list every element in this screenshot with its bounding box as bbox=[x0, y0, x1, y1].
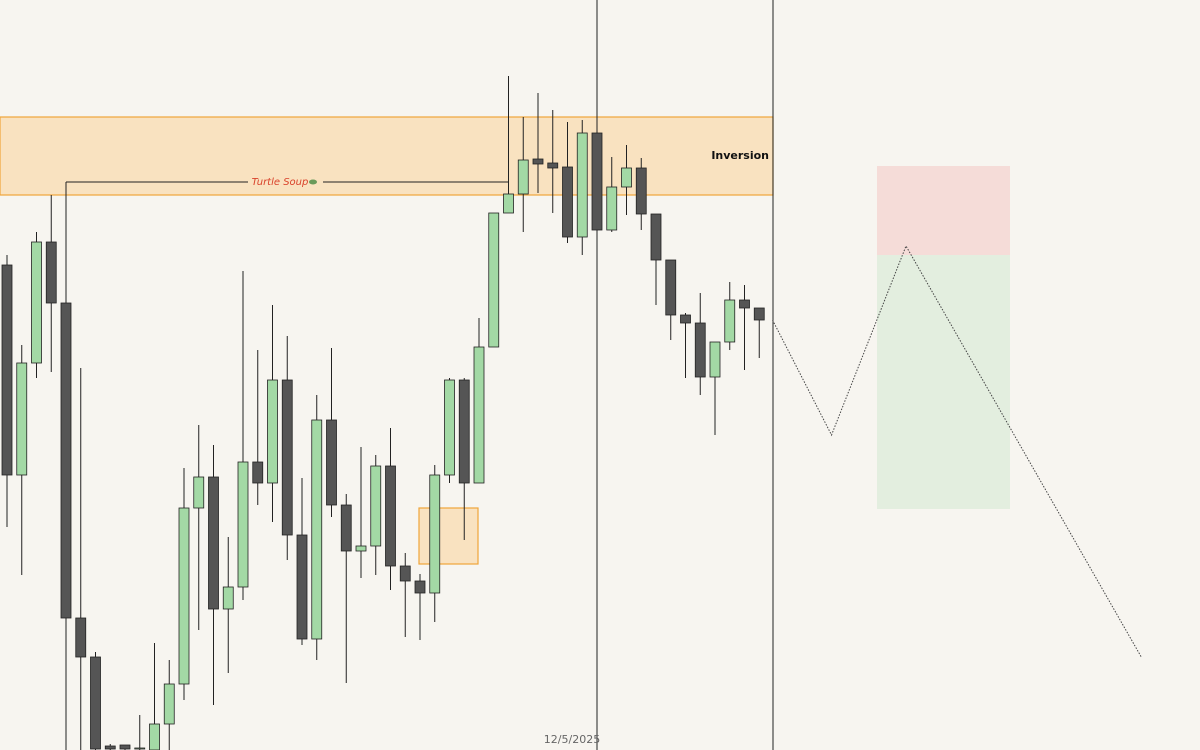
candle-body bbox=[1, 264, 13, 476]
candle-body bbox=[355, 545, 367, 552]
candle-body bbox=[104, 745, 116, 750]
candle-body bbox=[429, 474, 441, 594]
candle-body bbox=[385, 465, 396, 567]
candle-body bbox=[458, 379, 470, 484]
candle-body bbox=[517, 159, 529, 195]
candle-body bbox=[503, 193, 514, 214]
candle-body bbox=[45, 241, 57, 304]
date-label: 12/5/2025 bbox=[544, 733, 600, 746]
candle-body bbox=[399, 565, 411, 582]
candle-body bbox=[340, 504, 352, 552]
candle-body bbox=[149, 723, 160, 750]
candle-body bbox=[591, 132, 603, 231]
candle-body bbox=[414, 580, 426, 594]
candle-body bbox=[178, 507, 190, 685]
candle-body bbox=[724, 299, 736, 343]
candle-body bbox=[444, 379, 455, 476]
reward-zone bbox=[877, 255, 1010, 509]
candle-body bbox=[680, 314, 691, 324]
candle-body bbox=[562, 166, 573, 238]
candle-body bbox=[576, 132, 588, 238]
candle-body bbox=[237, 461, 249, 588]
candle-body bbox=[547, 162, 559, 169]
candle-body bbox=[281, 379, 293, 536]
candle-body bbox=[650, 213, 662, 261]
candle-body bbox=[621, 167, 632, 188]
candle-body bbox=[75, 617, 87, 658]
candle-body bbox=[90, 656, 101, 750]
candle-body bbox=[606, 186, 618, 231]
candle-body bbox=[753, 307, 765, 321]
candle-body bbox=[311, 419, 323, 640]
candle-body bbox=[473, 346, 485, 484]
candle-body bbox=[163, 683, 175, 725]
candle-body bbox=[326, 419, 337, 506]
candle-body bbox=[296, 534, 308, 640]
candle-body bbox=[665, 259, 677, 316]
risk-zone bbox=[877, 166, 1010, 255]
candle-body bbox=[16, 362, 28, 476]
candle-body bbox=[222, 586, 234, 610]
candle-body bbox=[208, 476, 219, 610]
candle-body bbox=[119, 744, 131, 750]
candle-body bbox=[134, 747, 146, 750]
candle-body bbox=[739, 299, 750, 309]
candle-body bbox=[252, 461, 264, 484]
candle-body bbox=[488, 212, 500, 348]
candle-body bbox=[60, 302, 72, 619]
candle-body bbox=[694, 322, 706, 378]
turtle-icon bbox=[309, 179, 317, 185]
candle-body bbox=[267, 379, 278, 484]
candle-body bbox=[31, 241, 42, 364]
candle-body bbox=[532, 158, 544, 165]
candle-body bbox=[635, 167, 647, 215]
candle-body bbox=[709, 341, 721, 378]
candle-body bbox=[370, 465, 382, 547]
candle-body bbox=[193, 476, 205, 509]
zone bbox=[0, 116, 774, 196]
level-label: Turtle Soup bbox=[252, 177, 309, 188]
zone bbox=[418, 507, 479, 565]
zone-label: Inversion bbox=[711, 149, 769, 162]
